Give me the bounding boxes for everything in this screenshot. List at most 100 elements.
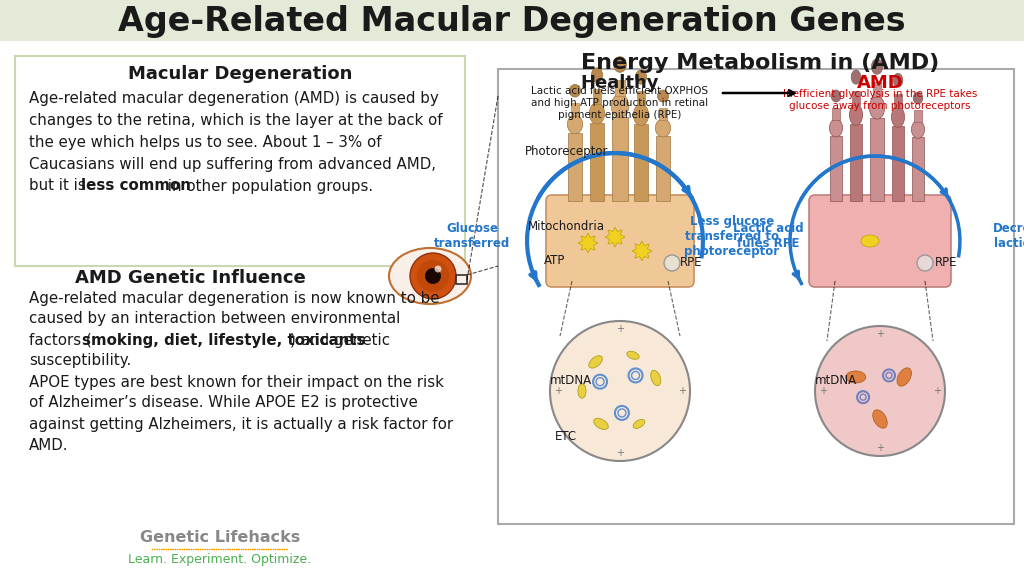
Point — [199, 544, 215, 554]
FancyBboxPatch shape — [852, 91, 859, 105]
Circle shape — [425, 268, 441, 284]
Text: +: + — [678, 386, 686, 396]
FancyBboxPatch shape — [833, 108, 840, 120]
Point — [208, 544, 224, 554]
FancyBboxPatch shape — [590, 123, 604, 201]
Text: Age-related macular degeneration (AMD) is caused by: Age-related macular degeneration (AMD) i… — [29, 90, 438, 105]
Point — [189, 544, 206, 554]
Text: Lactic acid
fules RPE: Lactic acid fules RPE — [733, 222, 803, 250]
Text: mtDNA: mtDNA — [815, 374, 857, 388]
Text: Mitochondria: Mitochondria — [528, 219, 605, 233]
Point — [279, 544, 295, 554]
Text: RPE: RPE — [935, 256, 957, 270]
Text: susceptibility.: susceptibility. — [29, 354, 131, 369]
Point — [225, 544, 242, 554]
Point — [171, 544, 187, 554]
Text: ETC: ETC — [555, 430, 578, 442]
Point — [276, 544, 293, 554]
FancyBboxPatch shape — [498, 69, 1014, 524]
Point — [232, 544, 249, 554]
Polygon shape — [632, 241, 652, 261]
FancyBboxPatch shape — [894, 94, 901, 108]
Point — [180, 544, 197, 554]
Text: +: + — [933, 386, 941, 396]
Ellipse shape — [861, 235, 879, 247]
Point — [203, 544, 219, 554]
Point — [257, 544, 273, 554]
Point — [197, 544, 213, 554]
Text: Macular Degeneration: Macular Degeneration — [128, 65, 352, 83]
Text: Caucasians will end up suffering from advanced AMD,: Caucasians will end up suffering from ad… — [29, 157, 436, 172]
Point — [182, 544, 199, 554]
Text: of Alzheimer’s disease. While APOE E2 is protective: of Alzheimer’s disease. While APOE E2 is… — [29, 396, 418, 411]
Point — [178, 544, 195, 554]
Point — [275, 544, 292, 554]
Circle shape — [410, 253, 456, 299]
Point — [152, 544, 168, 554]
Ellipse shape — [872, 410, 887, 428]
FancyBboxPatch shape — [850, 124, 862, 201]
Point — [228, 544, 245, 554]
Point — [164, 544, 180, 554]
FancyBboxPatch shape — [568, 132, 582, 201]
Point — [221, 544, 238, 554]
FancyBboxPatch shape — [870, 118, 884, 201]
Point — [151, 544, 167, 554]
Ellipse shape — [849, 104, 862, 126]
Circle shape — [918, 255, 933, 271]
Text: AMD.: AMD. — [29, 438, 69, 453]
Text: Lactic acid fuels efficient OXPHOS
and high ATP production in retinal
pigment ep: Lactic acid fuels efficient OXPHOS and h… — [531, 86, 709, 120]
Point — [242, 544, 258, 554]
Point — [240, 544, 256, 554]
Ellipse shape — [613, 56, 627, 73]
Point — [173, 544, 189, 554]
Text: caused by an interaction between environmental: caused by an interaction between environ… — [29, 312, 400, 327]
Text: Age-related macular degeneration is now known to be: Age-related macular degeneration is now … — [29, 290, 439, 305]
Ellipse shape — [829, 119, 843, 137]
Ellipse shape — [650, 370, 660, 386]
FancyBboxPatch shape — [656, 136, 670, 201]
Ellipse shape — [569, 85, 581, 97]
Point — [278, 544, 294, 554]
Point — [201, 544, 217, 554]
Text: AMD: AMD — [857, 74, 903, 92]
Text: Inefficient glycolysis in the RPE takes
glucose away from photoreceptors: Inefficient glycolysis in the RPE takes … — [782, 89, 977, 111]
Point — [260, 544, 276, 554]
Point — [205, 544, 221, 554]
Ellipse shape — [627, 351, 639, 359]
Point — [210, 544, 226, 554]
Point — [236, 544, 252, 554]
Ellipse shape — [655, 119, 671, 137]
Polygon shape — [578, 233, 598, 253]
Point — [197, 544, 213, 554]
Text: smoking, diet, lifestyle, toxicants: smoking, diet, lifestyle, toxicants — [82, 332, 366, 347]
Point — [165, 544, 181, 554]
Text: +: + — [876, 329, 884, 339]
Point — [187, 544, 204, 554]
Text: +: + — [616, 324, 624, 334]
Ellipse shape — [893, 73, 903, 87]
Text: changes to the retina, which is the layer at the back of: changes to the retina, which is the laye… — [29, 112, 442, 127]
FancyBboxPatch shape — [593, 89, 601, 104]
Text: +: + — [554, 386, 562, 396]
Ellipse shape — [851, 70, 861, 84]
Text: Glucose
transferred: Glucose transferred — [434, 222, 510, 250]
Circle shape — [550, 321, 690, 461]
Ellipse shape — [592, 68, 602, 82]
Point — [269, 544, 286, 554]
Point — [201, 544, 217, 554]
Text: Learn. Experiment. Optimize.: Learn. Experiment. Optimize. — [128, 554, 311, 567]
Point — [234, 544, 251, 554]
Text: Healthy: Healthy — [581, 74, 659, 92]
Text: +: + — [819, 386, 827, 396]
Ellipse shape — [657, 90, 669, 102]
Point — [163, 544, 179, 554]
Point — [158, 544, 174, 554]
Point — [158, 544, 174, 554]
Point — [206, 544, 222, 554]
FancyBboxPatch shape — [0, 41, 1024, 576]
Point — [232, 544, 249, 554]
Point — [266, 544, 283, 554]
Point — [223, 544, 240, 554]
Point — [245, 544, 261, 554]
